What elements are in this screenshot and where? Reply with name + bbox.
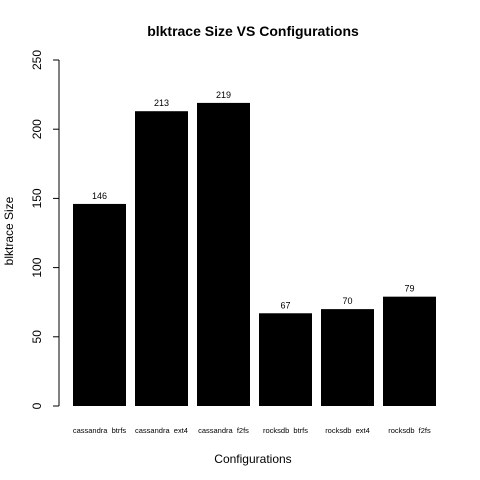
bars: [73, 102, 436, 407]
category-label: cassandra ext4: [135, 426, 188, 435]
data-label: 213: [154, 98, 169, 108]
bar: [73, 203, 126, 406]
bar: [135, 111, 188, 406]
category-label: rocksdb btrfs: [263, 426, 308, 435]
bar: [383, 296, 436, 406]
data-label: 219: [216, 90, 231, 100]
category-label: cassandra btrfs: [73, 426, 127, 435]
data-label: 79: [404, 284, 414, 294]
y-axis: 0 50 100 150 200 250: [30, 50, 60, 409]
y-tick-label: 250: [30, 50, 44, 70]
data-label: 70: [342, 296, 352, 306]
y-axis-label: blktrace Size: [2, 196, 16, 265]
category-label: cassandra f2fs: [198, 426, 249, 435]
bar: [197, 102, 250, 407]
bar: [259, 313, 312, 406]
y-tick-label: 150: [30, 188, 44, 208]
y-tick-label: 200: [30, 119, 44, 139]
y-tick-label: 100: [30, 257, 44, 277]
data-label: 67: [280, 300, 290, 310]
x-axis-label: Configurations: [214, 452, 291, 466]
chart-title: blktrace Size VS Configurations: [147, 23, 359, 39]
category-labels: cassandra btrfs cassandra ext4 cassandra f…: [73, 426, 431, 435]
bar: [321, 309, 374, 406]
category-label: rocksdb ext4: [325, 426, 370, 435]
data-label: 146: [92, 191, 107, 201]
data-labels: 146 213 219 67 70 79: [92, 90, 415, 310]
y-tick-label: 50: [30, 330, 44, 344]
category-label: rocksdb f2fs: [388, 426, 431, 435]
y-tick-label: 0: [30, 402, 44, 409]
